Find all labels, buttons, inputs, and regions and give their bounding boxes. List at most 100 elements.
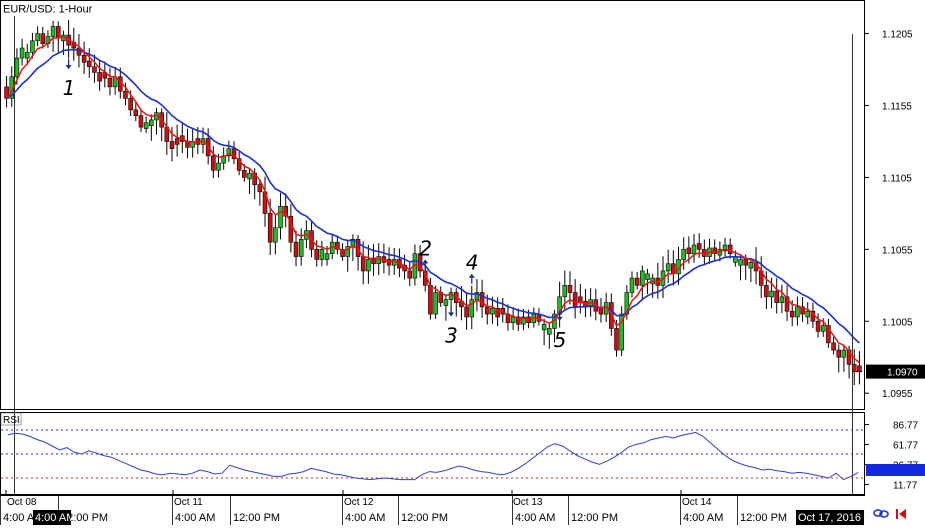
rsi-plot <box>1 430 864 480</box>
candle-body <box>465 307 469 317</box>
candle-body <box>444 300 448 306</box>
candle <box>294 231 298 267</box>
candle <box>98 61 102 91</box>
candle-body <box>764 285 768 297</box>
candle <box>620 306 624 356</box>
candle <box>857 351 861 384</box>
candle <box>826 319 830 348</box>
candle <box>46 30 50 48</box>
candle <box>232 141 236 164</box>
candle-body <box>646 274 650 280</box>
candle <box>454 288 458 316</box>
candle-body <box>248 173 252 179</box>
candle-body <box>666 264 670 271</box>
candle <box>640 265 644 300</box>
link-icon[interactable] <box>874 510 888 517</box>
candle <box>408 261 412 286</box>
candle <box>299 228 303 265</box>
candle-body <box>108 78 112 87</box>
candle-body <box>816 321 820 331</box>
candle <box>20 39 24 66</box>
candle-body <box>449 293 453 300</box>
candle-body <box>770 291 774 297</box>
rsi-line <box>8 432 859 479</box>
candle <box>366 245 370 284</box>
rsi-current-badge <box>866 464 925 476</box>
candle-body <box>428 285 432 314</box>
candle <box>160 108 164 141</box>
candle <box>547 324 551 349</box>
event-label: 5 <box>554 328 567 352</box>
candle-body <box>258 185 262 192</box>
candle <box>103 61 107 87</box>
candle <box>289 204 293 252</box>
candle-body <box>692 245 696 254</box>
candle-body <box>175 139 179 145</box>
candle-body <box>635 278 639 285</box>
candle <box>708 239 712 264</box>
candle <box>108 68 112 96</box>
candle-body <box>134 110 138 116</box>
candle <box>842 345 846 372</box>
date-label: Oct 12 <box>344 497 374 508</box>
candle <box>795 297 799 326</box>
candle-body <box>490 308 494 314</box>
candle-body <box>744 259 748 265</box>
candle <box>284 193 288 227</box>
candle-body <box>279 206 283 228</box>
price-tick-label: 1.1005 <box>882 317 913 328</box>
candle <box>273 214 277 255</box>
candle-body <box>697 244 701 250</box>
event-label: 3 <box>445 324 458 348</box>
candle-body <box>51 26 55 36</box>
candle <box>439 286 443 307</box>
candle-body <box>408 271 412 278</box>
candle-body <box>630 278 634 292</box>
ema-fast-line <box>7 37 860 363</box>
candle-body <box>563 285 567 297</box>
candle-body <box>857 366 861 372</box>
candle <box>723 238 727 257</box>
candle <box>335 235 339 254</box>
candle <box>227 141 231 162</box>
candle <box>646 269 650 294</box>
date-label: Oct 11 <box>174 497 203 508</box>
candle <box>573 279 577 318</box>
candle-body <box>821 326 825 332</box>
candle <box>237 152 241 175</box>
candle <box>222 147 226 169</box>
candle <box>832 337 836 355</box>
candle <box>599 298 603 323</box>
candle-body <box>832 343 836 350</box>
time-label: 4:00 AM <box>345 512 385 524</box>
candle-body <box>211 156 215 170</box>
candle-body <box>30 41 34 53</box>
current-price-label: 1.0970 <box>887 368 918 379</box>
candle <box>506 304 510 330</box>
candle <box>139 109 143 132</box>
candle-body <box>20 48 24 58</box>
candle-body <box>139 116 143 128</box>
candle-body <box>273 228 277 242</box>
candle <box>728 238 732 258</box>
candle-body <box>640 271 644 285</box>
time-label: 12:00 PM <box>233 512 280 524</box>
candle <box>155 108 159 135</box>
candle <box>82 42 86 74</box>
candle <box>775 278 779 313</box>
candle <box>382 244 386 274</box>
candle-body <box>795 307 799 317</box>
candle-body <box>547 328 551 334</box>
candle-body <box>217 163 221 170</box>
candle <box>87 48 91 78</box>
time-label: 12:00 PM <box>740 512 787 524</box>
rsi-panel-frame <box>1 413 865 495</box>
candle <box>341 243 345 261</box>
candle <box>537 308 541 326</box>
axes: 1.12051.11551.11051.10551.10051.09551.09… <box>1 30 925 525</box>
scroll-to-end-icon[interactable] <box>896 509 906 519</box>
date-label: Oct 08 <box>7 497 37 508</box>
candle <box>511 308 515 330</box>
